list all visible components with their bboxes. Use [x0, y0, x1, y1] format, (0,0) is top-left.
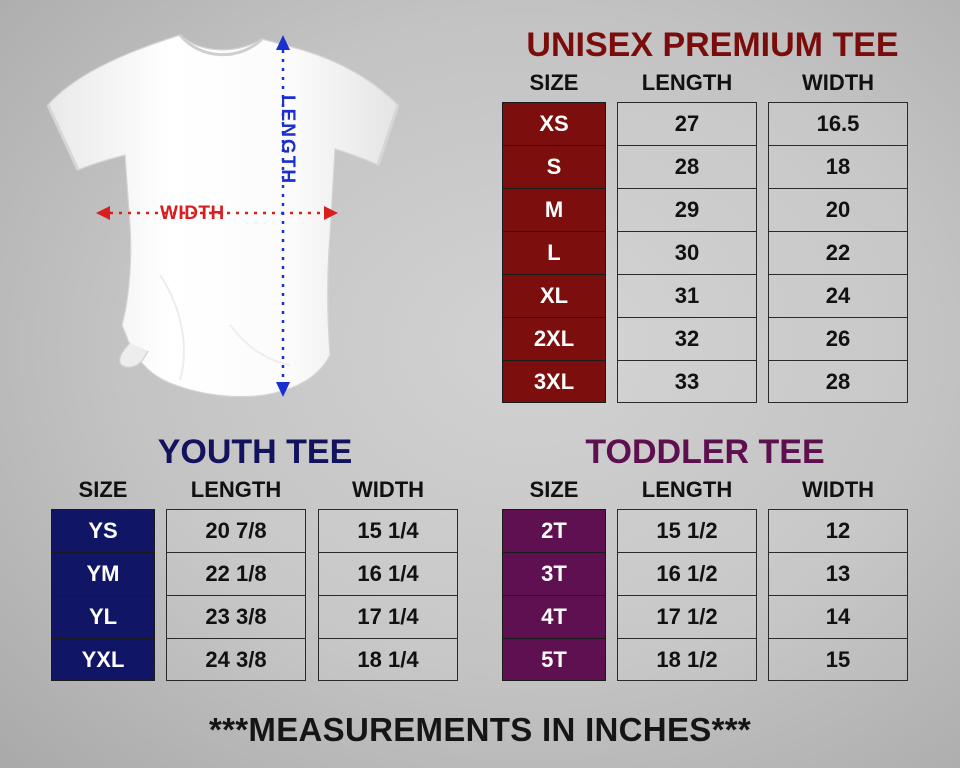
tshirt-illustration	[30, 25, 410, 415]
toddler-header-length: LENGTH	[641, 477, 733, 502]
unisex-size-cell: 2XL	[502, 317, 606, 361]
toddler-width-cell: 12	[768, 509, 908, 553]
unisex-chart-title: UNISEX PREMIUM TEE	[526, 26, 899, 64]
unisex-width-cell: 20	[768, 188, 908, 232]
youth-size-cell: YS	[51, 509, 155, 553]
youth-size-cell: YL	[51, 595, 155, 639]
length-label: LENGTH	[277, 95, 298, 186]
toddler-header-size: SIZE	[529, 477, 579, 502]
unisex-width-cell: 24	[768, 274, 908, 318]
toddler-width-cell: 15	[768, 638, 908, 681]
unisex-length-cell: 27	[617, 102, 757, 146]
unisex-length-cell: 31	[617, 274, 757, 318]
unisex-width-cell: 18	[768, 145, 908, 189]
toddler-length-cell: 17 1/2	[617, 595, 757, 639]
unisex-length-cell: 28	[617, 145, 757, 189]
toddler-size-cell: 4T	[502, 595, 606, 639]
toddler-size-cell: 2T	[502, 509, 606, 553]
youth-length-cell: 24 3/8	[166, 638, 306, 681]
unisex-length-cell: 32	[617, 317, 757, 361]
youth-chart-title: YOUTH TEE	[157, 433, 353, 471]
youth-length-cell: 23 3/8	[166, 595, 306, 639]
toddler-length-cell: 16 1/2	[617, 552, 757, 596]
unisex-size-cell: XL	[502, 274, 606, 318]
toddler-width-cell: 14	[768, 595, 908, 639]
unisex-length-cell: 29	[617, 188, 757, 232]
youth-width-cell: 16 1/4	[318, 552, 458, 596]
unisex-size-cell: L	[502, 231, 606, 275]
youth-width-cell: 17 1/4	[318, 595, 458, 639]
toddler-length-cell: 18 1/2	[617, 638, 757, 681]
unisex-length-cell: 30	[617, 231, 757, 275]
toddler-size-cell: 3T	[502, 552, 606, 596]
youth-length-cell: 20 7/8	[166, 509, 306, 553]
unisex-width-cell: 26	[768, 317, 908, 361]
youth-length-cell: 22 1/8	[166, 552, 306, 596]
unisex-size-cell: M	[502, 188, 606, 232]
unisex-length-cell: 33	[617, 360, 757, 403]
youth-header-length: LENGTH	[190, 477, 282, 502]
measurement-note: ***MEASUREMENTS IN INCHES***	[209, 711, 751, 748]
toddler-length-cell: 15 1/2	[617, 509, 757, 553]
toddler-header-width: WIDTH	[801, 477, 875, 502]
youth-width-cell: 18 1/4	[318, 638, 458, 681]
unisex-width-cell: 16.5	[768, 102, 908, 146]
unisex-width-cell: 28	[768, 360, 908, 403]
youth-size-cell: YM	[51, 552, 155, 596]
youth-header-width: WIDTH	[351, 477, 425, 502]
toddler-size-cell: 5T	[502, 638, 606, 681]
unisex-width-cell: 22	[768, 231, 908, 275]
toddler-chart-title: TODDLER TEE	[585, 433, 825, 471]
youth-header-size: SIZE	[78, 477, 128, 502]
unisex-size-cell: S	[502, 145, 606, 189]
unisex-size-cell: XS	[502, 102, 606, 146]
unisex-header-length: LENGTH	[641, 70, 733, 95]
youth-width-cell: 15 1/4	[318, 509, 458, 553]
width-label: WIDTH	[160, 203, 225, 224]
unisex-header-size: SIZE	[529, 70, 579, 95]
youth-size-cell: YXL	[51, 638, 155, 681]
tshirt-icon	[46, 34, 400, 398]
toddler-width-cell: 13	[768, 552, 908, 596]
unisex-size-cell: 3XL	[502, 360, 606, 403]
unisex-header-width: WIDTH	[801, 70, 875, 95]
